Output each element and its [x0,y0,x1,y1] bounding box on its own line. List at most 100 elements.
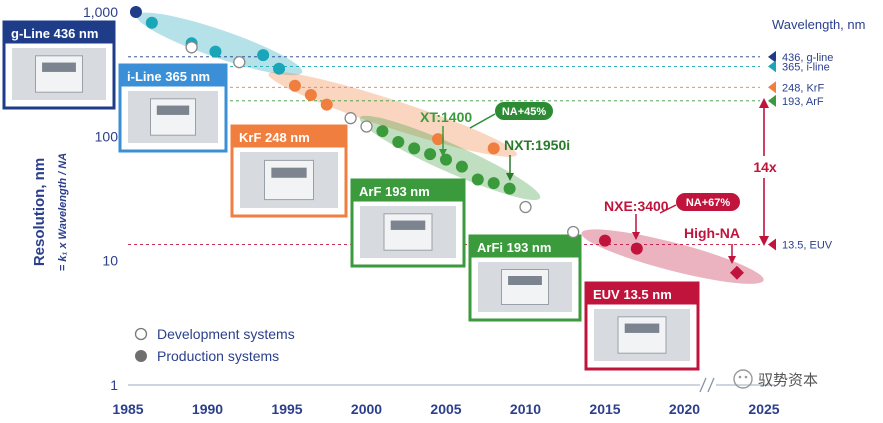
xt1400-arrow-head-icon [439,149,447,157]
tech-box-header-5 [587,284,697,305]
factor-label: 14x [753,159,777,175]
wavelength-marker-icon-1 [768,60,776,73]
y-axis-title: Resolution, nm [31,158,48,266]
data-point-0-0 [129,6,142,18]
tech-box-label-5: EUV 13.5 nm [593,287,672,302]
tech-box-header-2 [233,127,345,148]
x-tick-label-1: 1990 [192,401,223,417]
na67-badge [676,193,740,211]
x-tick-label-5: 2010 [510,401,541,417]
data-point-4-2 [344,112,357,125]
x-tick-label-6: 2015 [589,401,620,417]
data-point-3-4 [440,153,452,166]
data-point-3-6 [471,173,484,186]
na67-arrow-icon [659,204,677,214]
data-point-5-0 [599,234,611,247]
tool-panel-icon-1 [156,105,190,115]
x-tick-label-8: 2025 [748,401,779,417]
legend-production: Production systems [157,348,279,364]
y-tick-label-2: 100 [95,128,119,144]
data-point-2-3 [432,133,445,146]
tool-machine-icon-3 [383,213,433,251]
data-point-3-1 [392,136,405,149]
wavelength-header: Wavelength, nm [772,17,865,32]
x-tick-label-0: 1985 [112,401,143,417]
na45-arrow-icon [469,113,496,129]
tool-machine-icon-0 [35,55,83,93]
tech-box-header-1 [121,66,225,87]
tech-box-5: EUV 13.5 nm [584,281,700,371]
nxt1950i-arrow-head-icon [506,173,514,181]
trend-band-3 [581,229,764,284]
tool-machine-icon-4 [501,269,549,305]
factor-arrow-tail-icon [759,98,769,108]
x-tick-label-3: 2000 [351,401,382,417]
watermark-text: 驭势资本 [758,372,818,389]
annotation-nxe3400: NXE:3400 [604,198,669,214]
y-tick-label-1: 10 [102,253,118,269]
axis-labels: 1 10 100 1,000 1985 1990 1995 2000 2005 2010 2015 2… [83,4,780,417]
data-point-3-0 [376,125,389,138]
tech-box-label-1: i-Line 365 nm [127,69,210,84]
data-points [129,6,744,280]
tech-box-label-2: KrF 248 nm [239,130,310,145]
wechat-icon-eye-right [744,375,748,379]
factor-label-bg [750,156,780,178]
tech-box-header-0 [5,23,113,44]
y-tick-label-3: 1,000 [83,4,118,20]
wavelength-marker-icon-0 [768,50,776,63]
tech-box-4: ArFi 193 nm [468,234,582,322]
legend-open-marker [134,327,148,341]
y-tick-label-0: 1 [110,377,118,393]
tech-box-label-0: g-Line 436 nm [11,26,98,41]
tech-box-header-4 [471,237,579,258]
y-axis-subtitle: = k₁ x Wavelength / NA [57,153,69,271]
tech-box-label-3: ArF 193 nm [359,184,430,199]
data-point-4-1 [233,56,246,69]
data-point-3-7 [487,177,500,190]
data-point-5-1 [630,242,643,255]
data-point-1-0 [145,16,158,29]
na45-badge [495,102,553,120]
trend-band-1 [268,71,517,157]
legend-development: Development systems [157,326,295,342]
annotation-na45: NA+45% [502,106,547,118]
annotation-nxt1950i: NXT:1950i [504,137,570,153]
tool-machine-icon-1 [150,98,196,136]
wavelength-marker-icon-2 [768,81,776,94]
tool-panel-icon-5 [624,323,660,333]
tool-panel-icon-2 [271,167,307,178]
wavelength-label-3: 193, ArF [782,96,824,108]
legend-filled-marker [135,350,147,362]
wavelength-label-0: 436, g-line [782,52,833,64]
tool-panel-icon-4 [508,276,542,285]
data-point-1-3 [257,49,270,62]
data-point-2-1 [304,89,317,102]
annotation-na67: NA+67% [686,197,731,209]
x-tick-label-2: 1995 [271,401,302,417]
wechat-icon [733,369,753,389]
data-point-4-5 [567,225,580,239]
tool-panel-icon-0 [42,62,76,72]
data-point-4-3 [360,120,373,133]
data-point-4-4 [519,200,532,214]
tech-box-2: KrF 248 nm [230,124,348,218]
data-point-3-3 [424,148,437,161]
wavelength-label-2: 248, KrF [782,82,824,94]
x-tick-label-7: 2020 [669,401,700,417]
data-point-3-5 [455,160,468,173]
annotation-high-na: High-NA [684,225,740,241]
data-point-1-4 [273,62,286,75]
technology-boxes: g-Line 436 nm i-Line 365 nm KrF 248 nm ArF … [2,20,700,371]
x-tick-label-4: 2005 [430,401,461,417]
data-point-1-2 [209,45,222,58]
wavelength-label-1: 365, i-line [782,61,830,73]
wavelength-marker-icon-3 [768,94,776,107]
high-na-arrow-head-icon [728,256,736,264]
tech-box-1: i-Line 365 nm [118,63,228,153]
wavelength-label-4: 13.5, EUV [782,239,833,251]
axes [128,377,775,393]
